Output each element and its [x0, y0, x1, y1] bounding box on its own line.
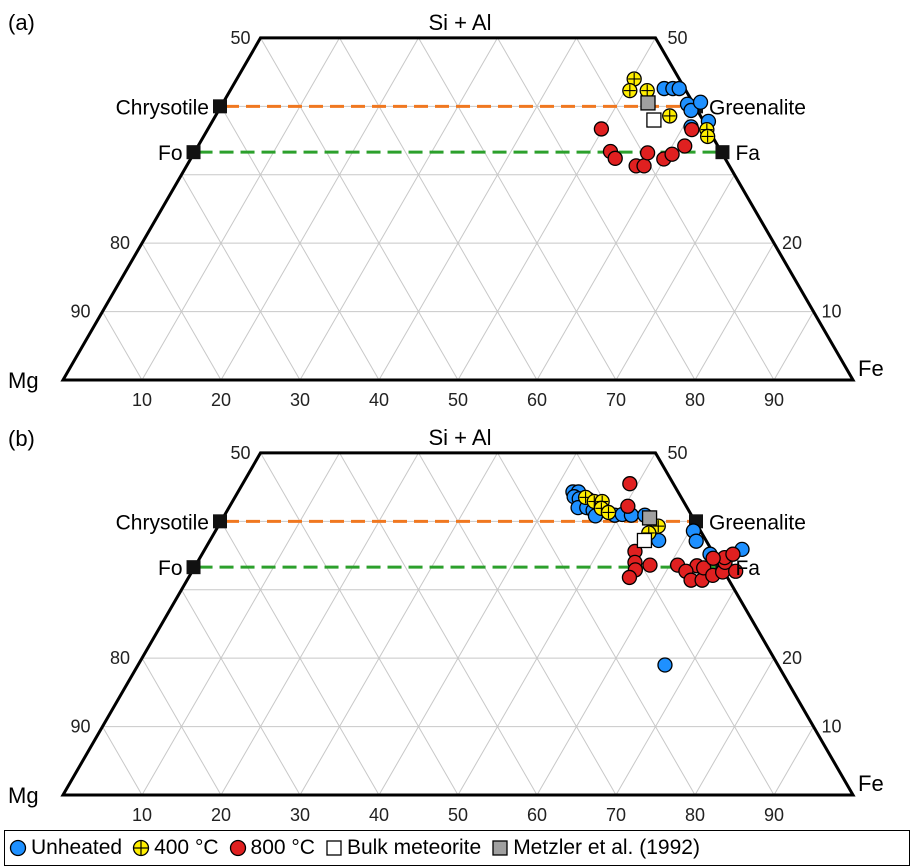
400c-marker-icon	[132, 839, 150, 857]
series-3	[637, 533, 651, 547]
gridlines	[103, 453, 814, 795]
apex-label-right: Fe	[858, 771, 884, 796]
data-point	[643, 511, 657, 525]
data-point	[641, 146, 655, 160]
legend-label: 400 °C	[154, 836, 218, 860]
reference-label-right: Greenalite	[709, 511, 806, 534]
legend-item-unheated: Unheated	[9, 836, 122, 860]
reference-label-left: Chrysotile	[116, 511, 209, 534]
data-point	[623, 477, 637, 491]
data-point	[637, 159, 651, 173]
right-tick-label: 20	[782, 648, 802, 668]
top-tick-left: 50	[230, 28, 250, 48]
data-point	[665, 147, 679, 161]
reference-label-left: Chrysotile	[116, 96, 209, 119]
bottom-tick-label: 20	[211, 805, 231, 825]
metzler-marker-icon	[491, 839, 509, 857]
bottom-tick-label: 30	[290, 390, 310, 410]
series-2	[594, 122, 698, 173]
bulk-meteorite-marker-icon	[325, 839, 343, 857]
apex-label-right: Fe	[858, 356, 884, 381]
top-tick-right: 50	[668, 28, 688, 48]
bottom-tick-label: 80	[685, 390, 705, 410]
unheated-marker-icon	[9, 839, 27, 857]
data-point	[641, 96, 655, 110]
bottom-tick-label: 40	[369, 805, 389, 825]
right-tick-label: 10	[822, 717, 842, 737]
reference-endpoint	[187, 560, 201, 574]
legend-item-800c: 800 °C	[229, 836, 315, 860]
bottom-tick-label: 30	[290, 805, 310, 825]
data-point	[706, 551, 720, 565]
panel-0	[63, 38, 853, 380]
left-tick-label: 90	[70, 717, 90, 737]
data-point	[608, 151, 622, 165]
apex-label-left: Mg	[8, 783, 39, 808]
panel-1	[63, 453, 853, 795]
legend-item-bulk-meteorite: Bulk meteorite	[325, 836, 481, 860]
data-point	[658, 658, 672, 672]
bottom-tick-label: 20	[211, 390, 231, 410]
apex-label-top: Si + Al	[429, 425, 492, 450]
legend-item-400c: 400 °C	[132, 836, 218, 860]
gridlines	[103, 38, 814, 380]
ternary-frame	[63, 38, 853, 380]
data-point	[647, 113, 661, 127]
legend-label: Unheated	[31, 836, 122, 860]
bottom-tick-label: 40	[369, 390, 389, 410]
legend: Unheated 400 °C 800 °C Bulk meteorite Me…	[4, 830, 910, 866]
data-point	[594, 122, 608, 136]
bottom-tick-label: 70	[606, 805, 626, 825]
left-tick-label: 80	[110, 648, 130, 668]
bottom-tick-label: 50	[448, 390, 468, 410]
data-point	[643, 558, 657, 572]
reference-label-left: Fo	[158, 142, 183, 165]
ternary-frame	[63, 453, 853, 795]
reference-label-right: Fa	[735, 557, 760, 580]
bottom-tick-label: 10	[132, 390, 152, 410]
reference-endpoint	[213, 514, 227, 528]
legend-item-metzler: Metzler et al. (1992)	[491, 836, 700, 860]
top-tick-right: 50	[668, 443, 688, 463]
legend-label: Metzler et al. (1992)	[513, 836, 700, 860]
apex-label-left: Mg	[8, 368, 39, 393]
reference-label-right: Fa	[735, 142, 760, 165]
legend-label: Bulk meteorite	[347, 836, 481, 860]
bottom-tick-label: 80	[685, 805, 705, 825]
bottom-tick-label: 10	[132, 805, 152, 825]
left-tick-label: 90	[70, 302, 90, 322]
data-point	[637, 533, 651, 547]
bottom-tick-label: 70	[606, 390, 626, 410]
reference-label-right: Greenalite	[709, 96, 806, 119]
reference-label-left: Fo	[158, 557, 183, 580]
bottom-tick-label: 60	[527, 390, 547, 410]
data-point	[694, 95, 708, 109]
right-tick-label: 10	[822, 302, 842, 322]
panel-label: (b)	[8, 426, 35, 451]
data-point	[689, 534, 703, 548]
reference-endpoint	[187, 145, 201, 159]
apex-label-top: Si + Al	[429, 10, 492, 35]
data-point	[672, 82, 686, 96]
left-tick-label: 80	[110, 233, 130, 253]
panel-label: (a)	[8, 10, 35, 35]
bottom-tick-label: 90	[764, 390, 784, 410]
bottom-tick-label: 90	[764, 805, 784, 825]
data-point	[678, 139, 692, 153]
data-point	[621, 499, 635, 513]
series-4	[641, 96, 655, 110]
series-4	[643, 511, 657, 525]
bottom-tick-label: 60	[527, 805, 547, 825]
legend-label: 800 °C	[251, 836, 315, 860]
top-tick-left: 50	[230, 443, 250, 463]
bottom-tick-label: 50	[448, 805, 468, 825]
800c-marker-icon	[229, 839, 247, 857]
reference-endpoint	[715, 145, 729, 159]
data-point	[622, 570, 636, 584]
right-tick-label: 20	[782, 233, 802, 253]
series-3	[647, 113, 661, 127]
reference-endpoint	[213, 99, 227, 113]
data-point	[685, 123, 699, 137]
